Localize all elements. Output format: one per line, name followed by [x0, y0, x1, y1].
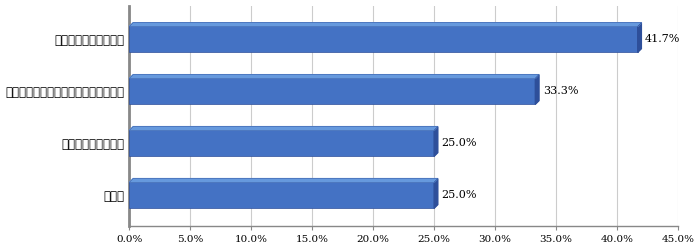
- Polygon shape: [638, 23, 641, 52]
- Polygon shape: [434, 127, 438, 156]
- Polygon shape: [130, 75, 539, 78]
- Text: 33.3%: 33.3%: [542, 86, 578, 96]
- Polygon shape: [434, 178, 438, 208]
- Bar: [105, 6, 130, 226]
- Text: 41.7%: 41.7%: [645, 34, 680, 44]
- Polygon shape: [130, 178, 438, 182]
- Bar: [130, 182, 434, 208]
- Bar: [130, 26, 638, 52]
- Polygon shape: [536, 75, 539, 104]
- Text: 25.0%: 25.0%: [442, 190, 477, 200]
- Bar: [130, 78, 536, 104]
- Polygon shape: [130, 127, 438, 130]
- Bar: [130, 130, 434, 156]
- Text: 25.0%: 25.0%: [442, 138, 477, 148]
- Polygon shape: [130, 23, 641, 26]
